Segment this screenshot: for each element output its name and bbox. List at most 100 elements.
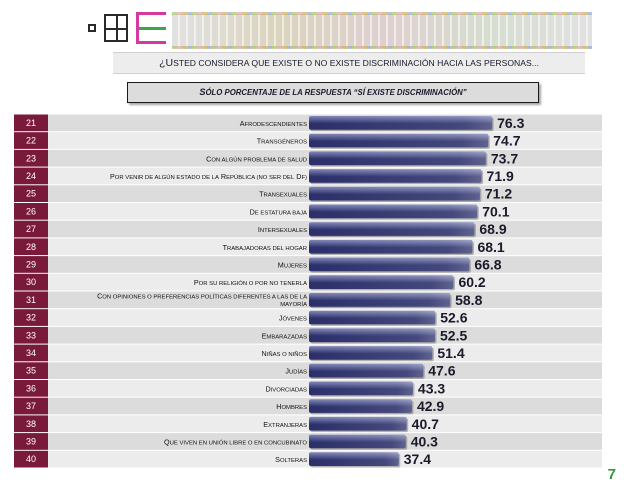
row-number-cell xyxy=(14,397,48,415)
row-background xyxy=(14,433,602,450)
value-label: 66.8 xyxy=(474,256,501,272)
row-number-cell xyxy=(14,256,48,273)
logo-grid-icon xyxy=(104,14,128,42)
row-background xyxy=(14,220,602,238)
decorative-pattern-top xyxy=(172,12,592,15)
value-label: 76.3 xyxy=(497,115,524,131)
bar-sheen xyxy=(309,169,482,183)
row-number: 30 xyxy=(26,277,36,287)
row-number: 28 xyxy=(26,242,36,252)
category-label: JUDÍAS xyxy=(285,367,307,376)
bar-sheen xyxy=(309,275,454,289)
category-label: POR SU RELIGIÓN O POR NO TENERLA xyxy=(194,278,307,287)
category-label: EXTRANJERAS xyxy=(263,420,307,429)
value-label: 37.4 xyxy=(404,451,431,467)
logo-small-square-icon xyxy=(88,24,96,32)
category-label: INTERSEXUALES xyxy=(258,225,307,234)
row-number: 40 xyxy=(26,454,36,464)
value-label: 52.6 xyxy=(440,310,467,326)
table-row: 40 SOLTERAS 37.4 xyxy=(14,450,602,468)
value-label: 70.1 xyxy=(482,203,509,219)
category-label: SOLTERAS xyxy=(275,455,307,464)
row-background xyxy=(14,362,602,379)
row-background xyxy=(14,291,602,309)
row-background xyxy=(14,309,602,326)
table-row: 27 INTERSEXUALES 68.9 xyxy=(14,220,602,238)
value-label: 71.2 xyxy=(485,186,512,202)
row-background xyxy=(14,450,602,468)
category-label-line2: MAYORÍA xyxy=(280,301,307,308)
survey-question-text: STED CONSIDERA QUE EXISTE O NO EXISTE DI… xyxy=(173,58,539,68)
row-number: 32 xyxy=(26,313,36,323)
row-background xyxy=(14,415,602,433)
row-number-cell xyxy=(14,220,48,238)
row-number: 26 xyxy=(26,206,36,216)
value-label: 47.6 xyxy=(428,363,455,379)
value-label: 58.8 xyxy=(455,292,482,308)
survey-question-prefix: ¿U xyxy=(159,57,174,69)
bar-sheen xyxy=(309,434,406,449)
bar-sheen xyxy=(309,452,399,466)
value-label: 71.9 xyxy=(487,168,514,184)
row-number: 34 xyxy=(26,348,36,358)
row-number-cell xyxy=(14,362,48,379)
category-label: POR VENIR DE ALGÚN ESTADO DE LA REPÚBLIC… xyxy=(110,172,307,181)
bar-sheen xyxy=(309,133,489,148)
table-row: 30 POR SU RELIGIÓN O POR NO TENERLA 60.2 xyxy=(14,273,602,291)
value-label: 60.2 xyxy=(458,274,485,290)
row-number: 35 xyxy=(26,366,36,376)
row-number-cell xyxy=(14,273,48,291)
row-number: 39 xyxy=(26,436,36,446)
row-number-cell xyxy=(14,344,48,362)
value-label: 40.7 xyxy=(412,416,439,432)
table-row: 33 EMBARAZADAS 52.5 xyxy=(14,326,602,344)
table-row: 32 JÓVENES 52.6 xyxy=(14,309,602,326)
row-background xyxy=(14,397,602,415)
row-number-cell xyxy=(14,132,48,149)
table-row: 26 DE ESTATURA BAJA 70.1 xyxy=(14,203,602,220)
bar-sheen xyxy=(309,346,433,360)
row-number-cell xyxy=(14,291,48,309)
category-label: DE ESTATURA BAJA xyxy=(250,207,307,216)
bar-sheen xyxy=(309,363,424,378)
row-number: 29 xyxy=(26,259,36,269)
table-row: 39 QUE VIVEN EN UNIÓN LIBRE O EN CONCUBIN… xyxy=(14,433,602,450)
page-number: 7 xyxy=(607,466,616,483)
row-background xyxy=(14,344,602,362)
value-label: 74.7 xyxy=(493,133,520,149)
category-label: DIVORCIADAS xyxy=(265,384,307,393)
row-background xyxy=(14,203,602,220)
row-background xyxy=(14,185,602,202)
row-number: 22 xyxy=(26,136,36,146)
category-label: MUJERES xyxy=(278,260,307,269)
row-number-cell xyxy=(14,433,48,450)
row-number-cell xyxy=(14,450,48,468)
row-number: 31 xyxy=(26,295,36,305)
chart-subtitle-text: ÓLO PORCENTAJE DE LA RESPUESTA “SÍ EXIST… xyxy=(205,88,467,97)
survey-question: ¿USTED CONSIDERA QUE EXISTE O NO EXISTE … xyxy=(113,52,585,74)
value-label: 43.3 xyxy=(418,380,445,396)
row-number-cell xyxy=(14,309,48,326)
row-number: 33 xyxy=(26,330,36,340)
category-label: EMBARAZADAS xyxy=(262,331,307,340)
bar-sheen xyxy=(309,257,470,272)
category-label: CON OPINIONES O PREFERENCIAS POLÍTICAS D… xyxy=(97,292,307,301)
bar-sheen xyxy=(309,239,473,254)
value-label: 73.7 xyxy=(491,150,518,166)
table-row: 22 TRANSGÉNEROS 74.7 xyxy=(14,132,602,149)
value-label: 68.1 xyxy=(477,239,504,255)
value-label: 42.9 xyxy=(417,398,444,414)
value-label: 52.5 xyxy=(440,327,467,343)
table-row: 34 NIÑAS O NIÑOS 51.4 xyxy=(14,344,602,362)
row-number-cell xyxy=(14,185,48,202)
bar-sheen xyxy=(309,381,413,396)
row-number-cell xyxy=(14,415,48,433)
decorative-pattern xyxy=(172,14,592,48)
row-number: 23 xyxy=(26,153,36,163)
row-number: 38 xyxy=(26,419,36,429)
value-label: 51.4 xyxy=(437,345,464,361)
category-label: TRABAJADORAS DEL HOGAR xyxy=(223,243,307,252)
table-row: 29 MUJERES 66.8 xyxy=(14,256,602,273)
bar-sheen xyxy=(309,204,478,219)
category-label: NIÑAS O NIÑOS xyxy=(262,349,308,358)
